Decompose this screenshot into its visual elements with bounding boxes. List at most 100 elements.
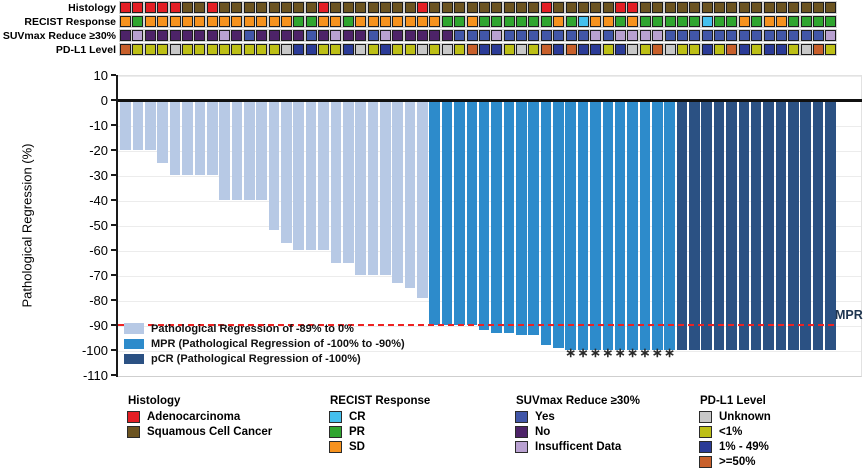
track-cell-I — [627, 30, 639, 41]
track-cell-S — [763, 2, 775, 13]
track-cell-SD — [379, 16, 391, 27]
track-cell-N — [169, 30, 181, 41]
track-cell-PR — [800, 16, 812, 27]
track-cell-S — [243, 2, 255, 13]
patient-bar-pcr — [800, 101, 811, 350]
patient-bar-mpr — [466, 101, 478, 325]
track-cell-Y — [676, 30, 688, 41]
track-cell-S — [491, 2, 503, 13]
track-cell-L — [404, 44, 416, 55]
track-cell-Y — [664, 30, 676, 41]
track-cell-PR — [726, 16, 738, 27]
track-label: SUVmax Reduce ≥30% — [2, 30, 116, 42]
track-cell-SD — [280, 16, 292, 27]
track-cell-SD — [627, 16, 639, 27]
track-cell-M — [379, 44, 391, 55]
track-cell-Y — [689, 30, 701, 41]
asterisk-mark: ∗ — [651, 345, 663, 360]
track-cell-S — [639, 2, 651, 13]
plot-legend-label: MPR (Pathological Regression of -100% to… — [151, 337, 405, 350]
patient-bar-mpr — [639, 101, 651, 350]
track-cell-I — [825, 30, 837, 41]
track-cell-S — [788, 2, 800, 13]
patient-bar-mpr — [491, 101, 502, 333]
track-cell-M — [553, 44, 565, 55]
patient-bar-partial — [318, 101, 329, 250]
plot-legend-label: Pathological Regression of -89% to 0% — [151, 322, 354, 335]
track-cell-L — [181, 44, 193, 55]
track-cell-L — [825, 44, 837, 55]
track-cell-H — [813, 44, 824, 55]
track-cell-S — [194, 2, 206, 13]
y-tick-label: -30 — [89, 167, 108, 183]
track-cell-L — [330, 44, 342, 55]
patient-bar-partial — [293, 101, 305, 250]
track-cell-S — [305, 2, 317, 13]
track-row-4: PD-L1 Level — [0, 44, 865, 57]
track-cell-SD — [355, 16, 367, 27]
track-cell-Y — [553, 30, 565, 41]
patient-bar-partial — [219, 101, 230, 200]
patient-bar-mpr — [651, 101, 663, 350]
track-cell-PR — [528, 16, 540, 27]
patient-bar-mpr — [565, 101, 577, 350]
patient-bar-partial — [281, 101, 292, 243]
track-cell-Y — [540, 30, 552, 41]
track-cell-S — [219, 2, 230, 13]
track-cell-SD — [763, 16, 775, 27]
patient-bar-partial — [342, 101, 354, 263]
track-cell-H — [565, 44, 577, 55]
track-cell-N — [342, 30, 354, 41]
asterisk-mark: ∗ — [639, 345, 651, 360]
patient-bar-mpr — [614, 101, 626, 350]
track-cell-S — [181, 2, 193, 13]
track-cell-N — [120, 30, 131, 41]
legend-color-swatch — [699, 426, 712, 438]
track-cell-S — [454, 2, 466, 13]
patient-bar-partial — [169, 101, 181, 175]
track-cell-Y — [775, 30, 787, 41]
track-cell-L — [602, 44, 614, 55]
track-cell-N — [441, 30, 453, 41]
track-cell-S — [590, 2, 602, 13]
track-cell-Y — [577, 30, 589, 41]
track-cell-SD — [157, 16, 169, 27]
track-squares — [120, 30, 837, 41]
patient-bar-mpr — [515, 101, 527, 335]
track-cell-S — [726, 2, 738, 13]
track-squares — [120, 16, 837, 27]
track-cell-L — [503, 44, 515, 55]
track-cell-A — [157, 2, 169, 13]
legend-color-swatch — [699, 441, 712, 453]
asterisk-mark: ∗ — [614, 345, 626, 360]
track-cell-H — [466, 44, 478, 55]
track-cell-H — [652, 44, 664, 55]
legend-item: CR — [329, 411, 366, 424]
track-cell-SD — [181, 16, 193, 27]
track-cell-M — [775, 44, 787, 55]
track-row-2: RECIST Response — [0, 16, 865, 29]
patient-bar-mpr — [441, 101, 453, 325]
track-cell-Y — [800, 30, 812, 41]
track-cell-S — [676, 2, 688, 13]
track-cell-A — [206, 2, 218, 13]
track-cell-N — [417, 30, 428, 41]
mpr-line-label: MPR — [835, 308, 863, 322]
track-cell-L — [392, 44, 404, 55]
track-cell-M — [763, 44, 775, 55]
y-axis-title: Pathological Regression (%) — [19, 143, 35, 308]
track-cell-SD — [602, 16, 614, 27]
track-cell-L — [676, 44, 688, 55]
track-cell-M — [615, 44, 626, 55]
track-cell-L — [132, 44, 144, 55]
track-cell-N — [429, 30, 441, 41]
track-cell-L — [243, 44, 255, 55]
track-cell-Y — [565, 30, 577, 41]
track-cell-SD — [219, 16, 230, 27]
track-cell-S — [342, 2, 354, 13]
patient-bar-mpr — [553, 101, 564, 348]
legend-item-label: >=50% — [719, 456, 756, 468]
track-cell-A — [615, 2, 626, 13]
track-cell-U — [417, 44, 428, 55]
track-cell-S — [231, 2, 243, 13]
